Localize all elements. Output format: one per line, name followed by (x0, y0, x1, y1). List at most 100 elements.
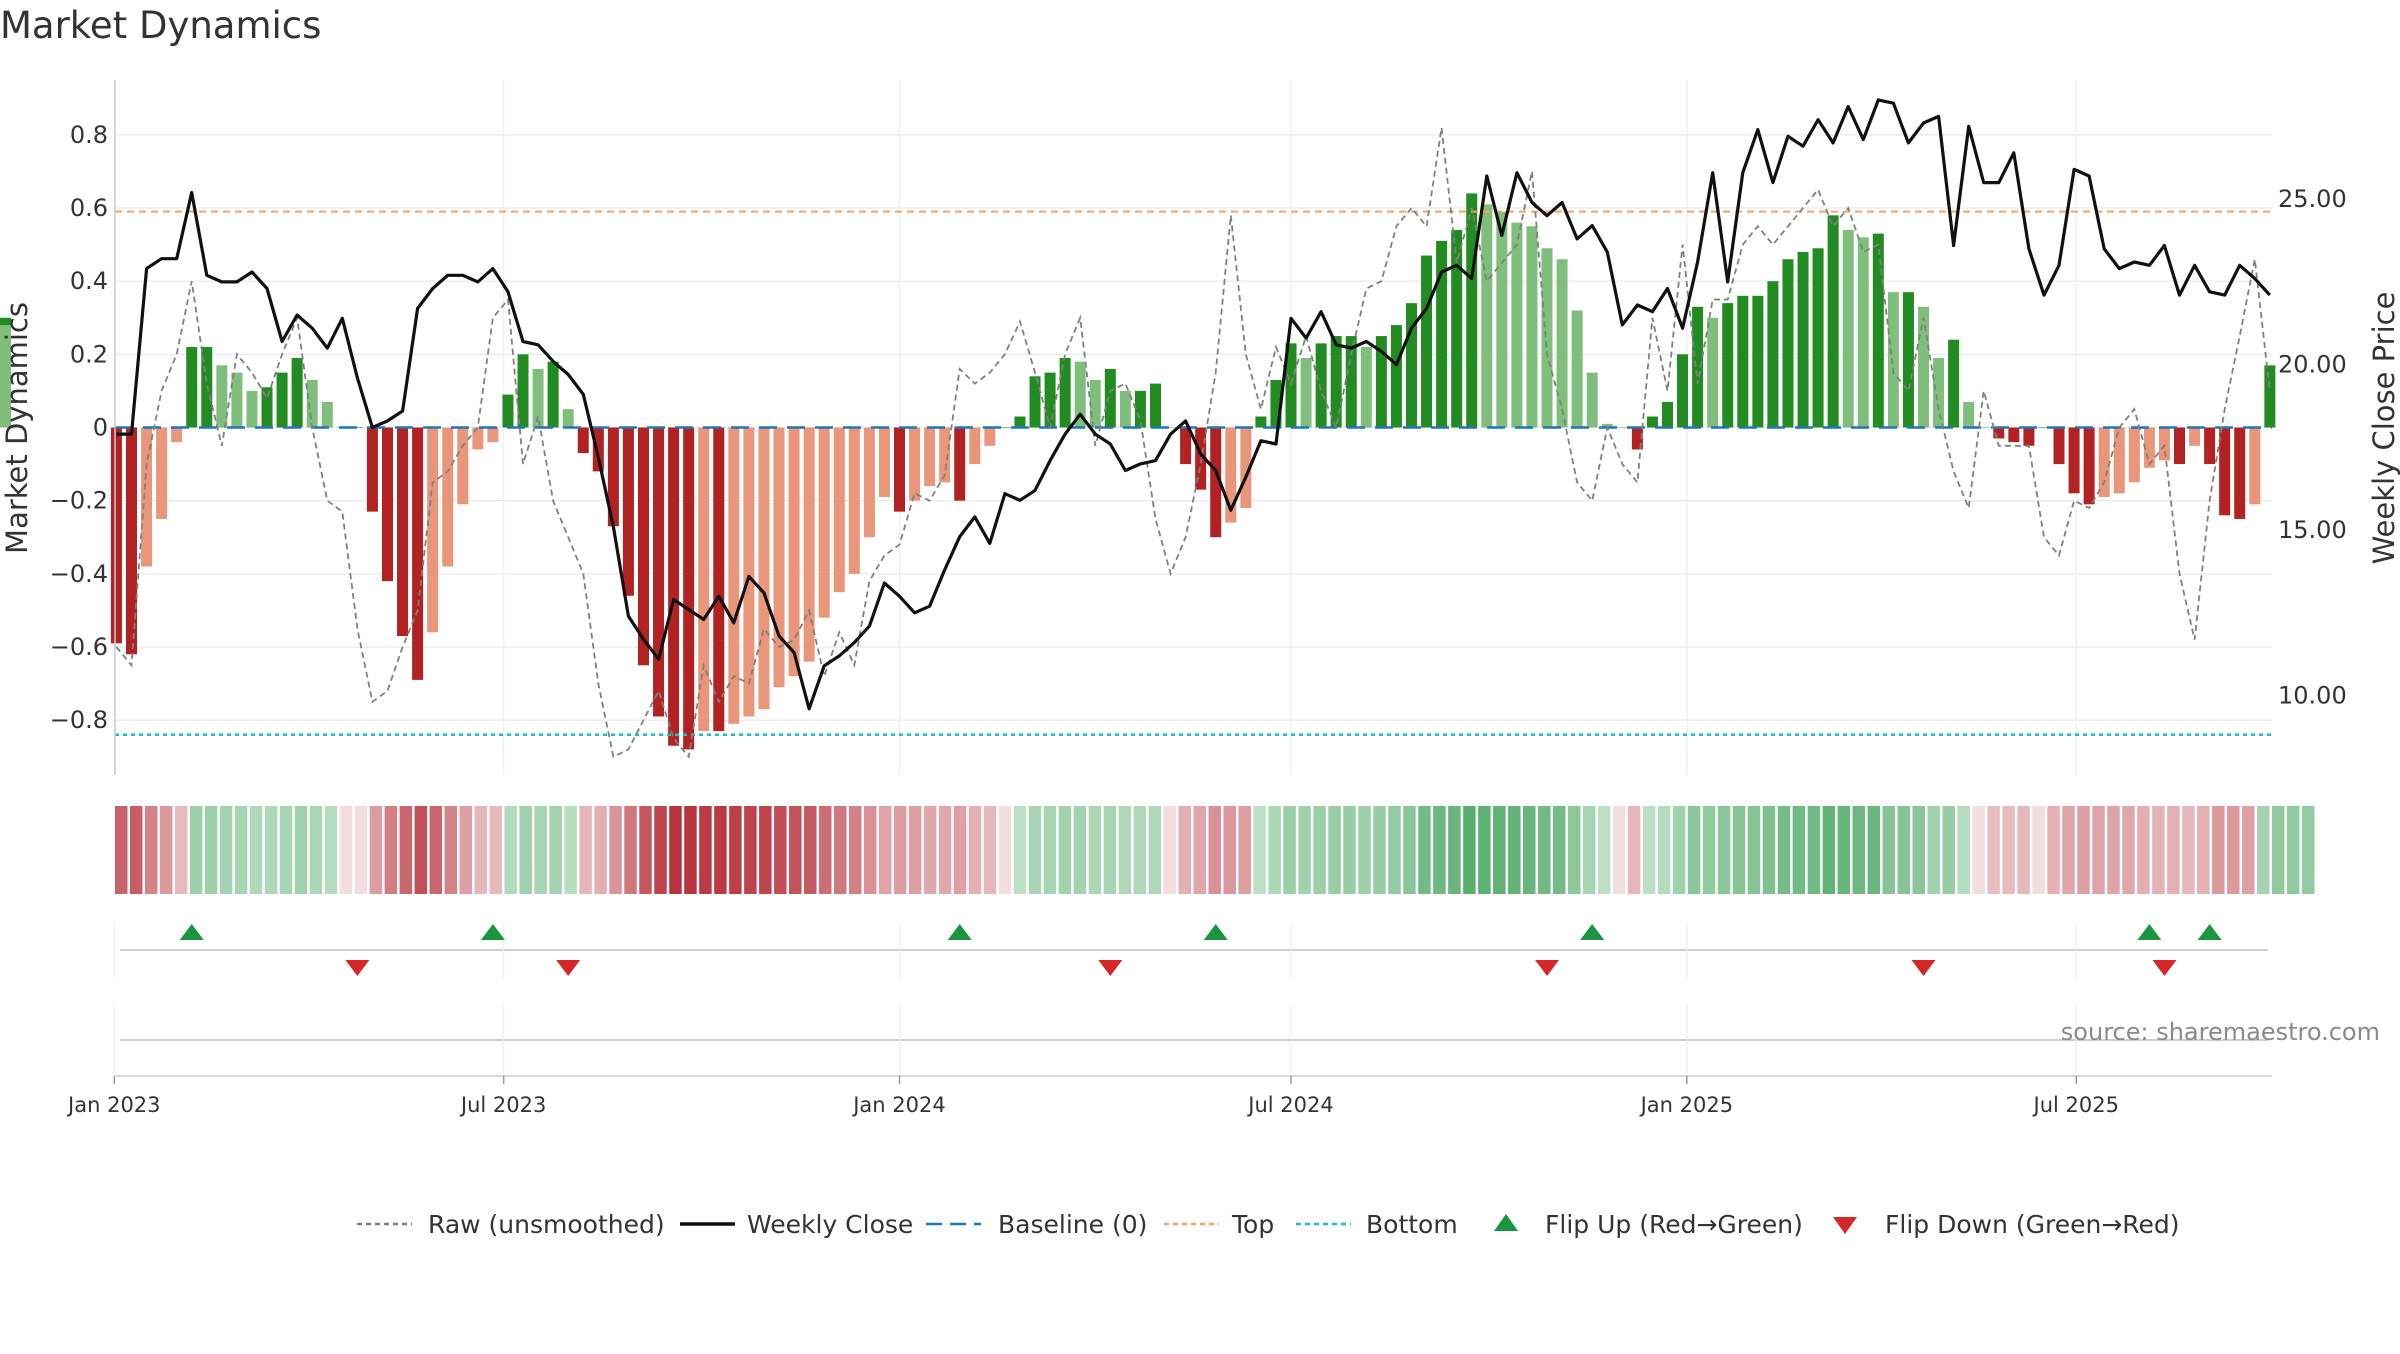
flip-up-marker (2197, 924, 2222, 940)
regime-strip-cell (699, 806, 712, 894)
regime-strip-cell (1463, 806, 1476, 894)
dynamics-bar (412, 427, 424, 680)
dynamics-bar (1556, 259, 1568, 428)
regime-strip-cell (684, 806, 697, 894)
regime-strip-cell (1163, 806, 1177, 894)
dynamics-bar (0, 325, 11, 428)
flip-up-marker (179, 924, 204, 940)
y-right-tick-label: 20.00 (2278, 351, 2347, 379)
regime-strip-cell (1268, 806, 1281, 894)
regime-strip-cell (189, 806, 203, 894)
dynamics-bar (1466, 193, 1478, 428)
dynamics-bar (1616, 427, 1628, 428)
regime-strip-cell (1133, 806, 1147, 894)
y-left-tick-label: 0.2 (70, 340, 108, 368)
regime-strip-cell (968, 806, 982, 894)
regime-strip-cell (534, 806, 547, 894)
y-left-tick-label: −0.8 (50, 706, 108, 734)
regime-strip-cell (489, 806, 502, 894)
dynamics-bar (924, 427, 936, 487)
regime-strip-cell (414, 806, 428, 894)
regime-strip-cell (789, 806, 802, 894)
legend-label: Flip Up (Red→Green) (1545, 1210, 1803, 1239)
dynamics-bar (728, 427, 740, 724)
regime-strip-cell (1672, 806, 1686, 894)
flip-up-marker (1203, 924, 1228, 940)
dynamics-bar (607, 427, 619, 527)
weekly-close-line (116, 98, 2271, 711)
regime-strip-cell (908, 806, 922, 894)
regime-strip-cell (1852, 806, 1866, 894)
dynamics-bar (1842, 229, 1854, 428)
dynamics-bar (2173, 427, 2185, 465)
dynamics-bar (1586, 372, 1598, 428)
regime-strip-cell (1013, 806, 1027, 894)
regime-strip-cell (819, 806, 832, 894)
dynamics-bar (1134, 390, 1146, 428)
dynamics-bar (1496, 211, 1508, 428)
regime-strip-cell (1777, 806, 1791, 894)
dynamics-bar (2023, 427, 2035, 446)
regime-strip-cell (774, 806, 787, 894)
x-tick-label: Jan 2025 (1639, 1093, 1734, 1117)
dynamics-bar (2249, 427, 2261, 505)
dynamics-bar (1089, 379, 1101, 428)
regime-strip-cell (1957, 806, 1970, 894)
dynamics-bar (1165, 427, 1177, 428)
dynamics-bar (291, 358, 303, 428)
y-left-tick-label: 0.6 (70, 194, 108, 222)
flip-up-marker (2137, 924, 2162, 940)
regime-strip-cell (609, 806, 622, 894)
regime-strip-cell (1508, 806, 1521, 894)
dynamics-bar (1330, 336, 1342, 428)
dynamics-bar (2158, 427, 2170, 461)
dynamics-bar (2113, 427, 2125, 494)
regime-strip-cell (2137, 806, 2150, 894)
dynamics-bar (637, 427, 649, 666)
dynamics-bar (1827, 215, 1839, 428)
regime-strip-cell (279, 806, 293, 894)
regime-strip-cell (324, 806, 338, 894)
regime-strip-cell (1388, 806, 1401, 894)
legend-label: Bottom (1366, 1210, 1458, 1239)
y-left-axis-title: Market Dynamics (0, 302, 34, 554)
dynamics-bar (1119, 390, 1131, 428)
dynamics-bar (788, 427, 800, 677)
dynamics-bar (2068, 427, 2080, 494)
legend-label: Top (1231, 1210, 1274, 1239)
dynamics-bar (2083, 427, 2095, 505)
dynamics-bar (893, 427, 905, 512)
dynamics-bar (1210, 427, 1222, 538)
dynamics-bar (1511, 222, 1523, 428)
dynamics-bar (969, 427, 981, 465)
regime-strip-cell (249, 806, 263, 894)
dynamics-bar (1917, 306, 1929, 428)
regime-strip-cell (1912, 806, 1925, 894)
regime-strip-cell (1313, 806, 1326, 894)
dynamics-bar (562, 409, 574, 428)
regime-strip-cell (1597, 806, 1611, 894)
regime-strip-cell (1553, 806, 1566, 894)
regime-strip-cell (2242, 806, 2255, 894)
dynamics-bar (1225, 427, 1237, 523)
regime-strip-cell (2017, 806, 2030, 894)
regime-strip-cell (2152, 806, 2165, 894)
regime-strip-cell (2047, 806, 2060, 894)
dynamics-bar (2008, 427, 2020, 443)
regime-strip-cell (1223, 806, 1236, 894)
regime-strip-cell (384, 806, 398, 894)
regime-strip-cell (1792, 806, 1806, 894)
regime-strip-cell (2197, 806, 2210, 894)
regime-strip-cell (624, 806, 637, 894)
dynamics-bar (1812, 248, 1824, 428)
regime-strip-cell (174, 806, 188, 894)
dynamics-bar (1661, 401, 1673, 428)
dynamics-bar (1857, 237, 1869, 428)
flip-down-marker (345, 960, 370, 976)
dynamics-bar (276, 372, 288, 428)
dynamics-bar (833, 427, 845, 593)
dynamics-bar (397, 427, 409, 636)
regime-strip-cell (1088, 806, 1102, 894)
regime-strip-cell (129, 806, 143, 894)
